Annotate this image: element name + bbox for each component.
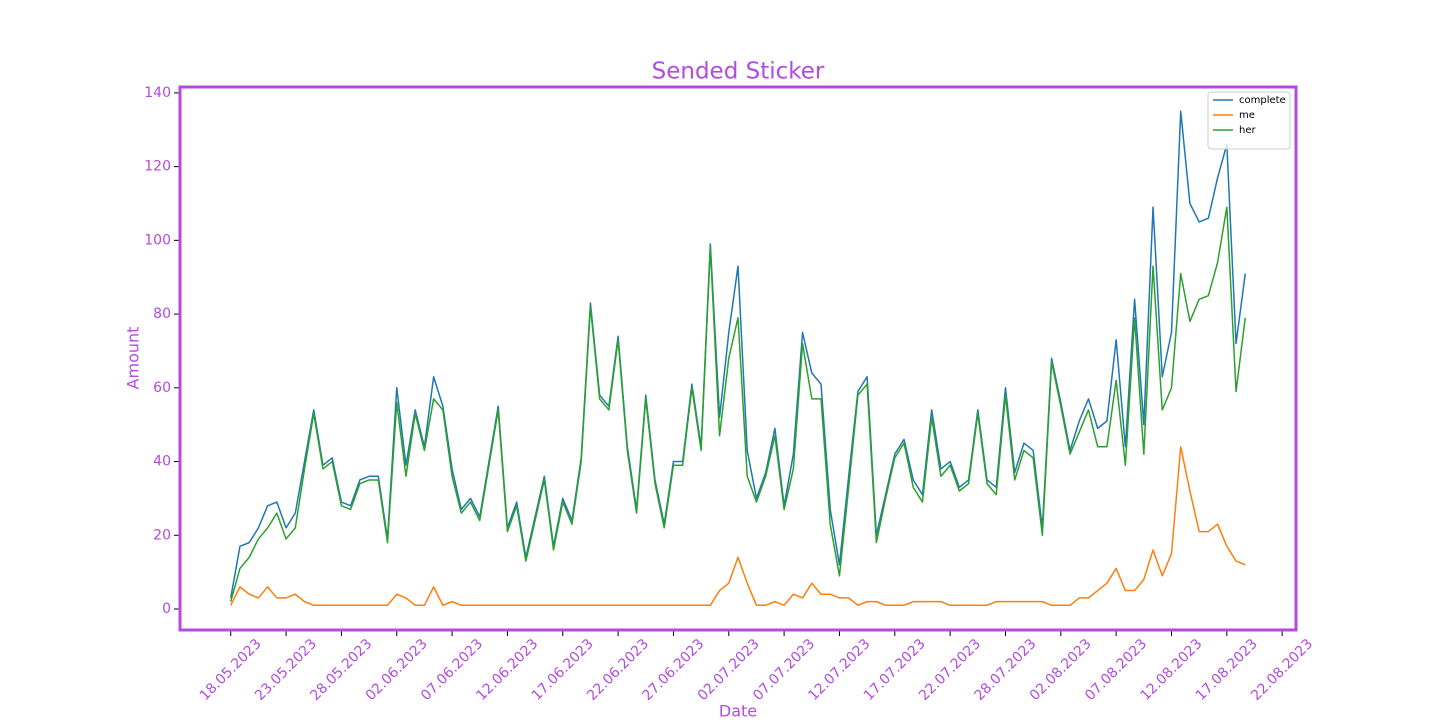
x-axis-label: Date bbox=[719, 702, 757, 720]
series-line bbox=[229, 110, 1247, 599]
y-tick-label: 80 bbox=[153, 306, 171, 322]
series-line bbox=[230, 446, 1246, 607]
y-axis-label: Amount bbox=[124, 327, 143, 390]
y-tick-label: 140 bbox=[144, 85, 171, 101]
legend-label: me bbox=[1239, 110, 1255, 121]
chart-title: Sended Sticker bbox=[652, 59, 825, 85]
y-tick-label: 60 bbox=[153, 380, 171, 396]
plot-frame bbox=[178, 85, 1298, 632]
legend-box bbox=[1207, 91, 1291, 150]
y-tick-label: 120 bbox=[144, 159, 171, 175]
legend-label: her bbox=[1239, 125, 1256, 136]
y-tick-label: 20 bbox=[153, 527, 171, 543]
y-tick-label: 0 bbox=[162, 601, 171, 617]
legend-label: complete bbox=[1239, 95, 1286, 106]
series-line bbox=[230, 206, 1247, 602]
y-tick-label: 40 bbox=[153, 454, 171, 470]
y-tick-label: 100 bbox=[144, 232, 171, 248]
